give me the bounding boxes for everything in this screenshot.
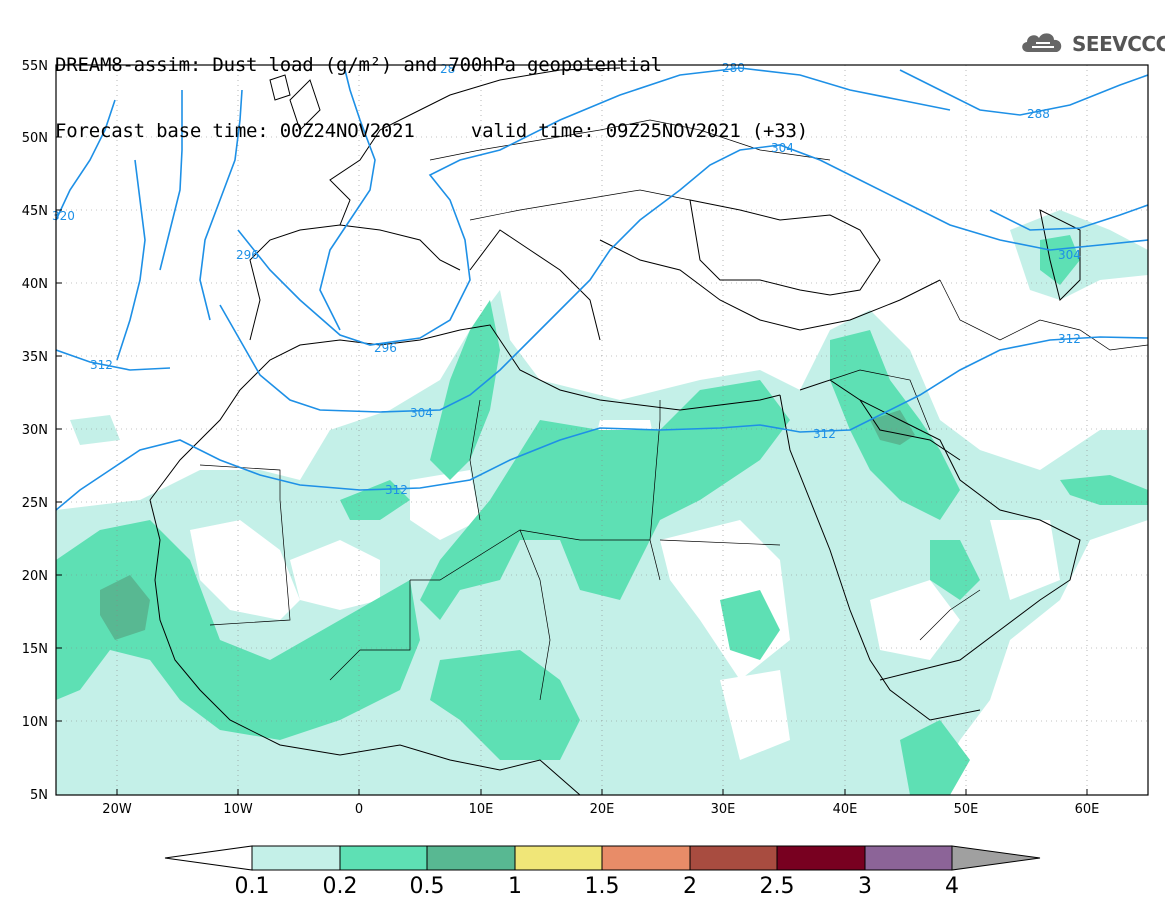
contour-label: 304 bbox=[1058, 248, 1081, 262]
contour-label: 304 bbox=[771, 141, 794, 155]
colorbar-tick: 2.5 bbox=[760, 874, 795, 899]
colorbar-tick: 1.5 bbox=[585, 874, 620, 899]
lon-label: 10W bbox=[223, 802, 253, 817]
colorbar-swatch bbox=[339, 845, 428, 871]
colorbar-swatch bbox=[776, 845, 866, 871]
lat-label: 40N bbox=[22, 277, 48, 292]
seevccc-logo: SEEVCCC bbox=[1018, 28, 1165, 60]
lon-label: 20E bbox=[590, 802, 615, 817]
contour-label: 320 bbox=[52, 209, 75, 223]
cloud-icon bbox=[1018, 28, 1068, 60]
lon-label: 40E bbox=[833, 802, 858, 817]
contour-label: 312 bbox=[813, 427, 836, 441]
colorbar-labels: 0.1 0.2 0.5 1 1.5 2 2.5 3 4 bbox=[235, 874, 960, 899]
map-title: DREAM8-assim: Dust load (g/m²) and 700hP… bbox=[55, 10, 808, 164]
colorbar-tick: 1 bbox=[508, 874, 522, 899]
lat-label: 25N bbox=[22, 496, 48, 511]
lon-label: 30E bbox=[711, 802, 736, 817]
contour-label: 312 bbox=[1058, 332, 1081, 346]
contour-label: 288 bbox=[1027, 107, 1050, 121]
lat-label: 50N bbox=[22, 131, 48, 146]
lat-label: 30N bbox=[22, 423, 48, 438]
colorbar bbox=[164, 845, 1041, 871]
lon-label: 10E bbox=[469, 802, 494, 817]
contour-label: 296 bbox=[236, 248, 259, 262]
colorbar-tick: 2 bbox=[683, 874, 697, 899]
lon-label: 50E bbox=[954, 802, 979, 817]
colorbar-swatch bbox=[251, 845, 341, 871]
colorbar-tick: 0.2 bbox=[323, 874, 358, 899]
lon-label: 0 bbox=[355, 802, 363, 817]
contour-label: 296 bbox=[374, 341, 397, 355]
geopotential-contours bbox=[56, 67, 1148, 511]
lon-label: 60E bbox=[1075, 802, 1100, 817]
lat-label: 35N bbox=[22, 350, 48, 365]
colorbar-tick: 3 bbox=[858, 874, 872, 899]
contour-labels: 320 296 312 296 304 312 312 304 312 304 … bbox=[52, 61, 1081, 497]
colorbar-tick: 4 bbox=[945, 874, 959, 899]
colorbar-tick: 0.5 bbox=[410, 874, 445, 899]
colorbar-swatch bbox=[601, 845, 691, 871]
colorbar-swatch bbox=[426, 845, 516, 871]
contour-label: 312 bbox=[385, 483, 408, 497]
colorbar-swatch bbox=[864, 845, 953, 871]
lat-labels: 55N 50N 45N 40N 35N 30N 25N 20N 15N 10N … bbox=[22, 59, 48, 803]
colorbar-swatch bbox=[689, 845, 778, 871]
lon-label: 20W bbox=[102, 802, 132, 817]
tick-marks bbox=[56, 136, 1088, 795]
colorbar-swatch bbox=[514, 845, 603, 871]
lat-label: 5N bbox=[30, 788, 48, 803]
colorbar-high-arrow bbox=[951, 845, 1041, 871]
colorbar-low-arrow bbox=[164, 845, 253, 871]
lon-labels: 20W 10W 0 10E 20E 30E 40E 50E 60E bbox=[102, 802, 1099, 817]
borders bbox=[199, 119, 1148, 701]
lat-label: 45N bbox=[22, 204, 48, 219]
colorbar-tick: 0.1 bbox=[235, 874, 270, 899]
logo-text: SEEVCCC bbox=[1072, 32, 1165, 56]
coastlines bbox=[149, 67, 1081, 795]
lat-label: 20N bbox=[22, 569, 48, 584]
title-line-2: Forecast base time: 00Z24NOV2021 valid t… bbox=[55, 120, 809, 142]
lat-label: 55N bbox=[22, 59, 48, 74]
contour-label: 312 bbox=[90, 358, 113, 372]
lat-label: 10N bbox=[22, 715, 48, 730]
graticule bbox=[56, 65, 1148, 795]
contour-label: 304 bbox=[410, 406, 433, 420]
lat-label: 15N bbox=[22, 642, 48, 657]
title-line-1: DREAM8-assim: Dust load (g/m²) and 700hP… bbox=[55, 54, 662, 76]
dust-dark-regions bbox=[100, 410, 915, 640]
